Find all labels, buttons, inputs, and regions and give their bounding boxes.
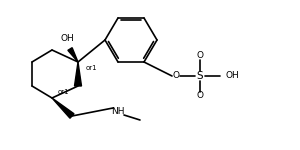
Text: OH: OH [226, 72, 240, 81]
Polygon shape [68, 48, 78, 62]
Text: OH: OH [60, 34, 74, 43]
Text: NH: NH [111, 108, 125, 117]
Text: S: S [197, 71, 203, 81]
Text: O: O [196, 92, 203, 100]
Polygon shape [74, 62, 82, 86]
Text: or1: or1 [86, 65, 98, 71]
Text: O: O [172, 72, 179, 81]
Text: or1: or1 [58, 89, 70, 95]
Text: O: O [196, 51, 203, 60]
Polygon shape [52, 98, 74, 118]
